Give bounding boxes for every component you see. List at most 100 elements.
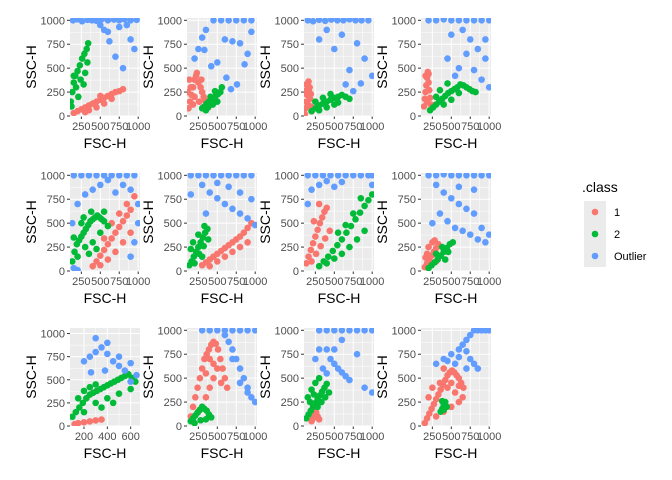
- data-point-class-outlier: [225, 18, 232, 24]
- data-point-class-outlier: [248, 393, 255, 401]
- y-tick-label: 500: [398, 218, 416, 230]
- data-point-class-2: [76, 404, 83, 411]
- data-point-class-1: [108, 235, 115, 242]
- data-point-class-outlier: [236, 39, 244, 47]
- data-point-class-outlier: [346, 66, 353, 74]
- data-point-class-2: [214, 98, 221, 105]
- data-point-class-outlier: [202, 26, 210, 34]
- y-tick-label: 1000: [275, 170, 299, 182]
- data-point-class-1: [422, 254, 429, 261]
- data-point-class-outlier: [327, 355, 334, 363]
- x-tick-label: 250: [189, 276, 207, 288]
- data-point-class-outlier: [223, 74, 230, 82]
- data-point-class-outlier: [478, 18, 485, 24]
- x-axis-label: FSC-H: [84, 445, 127, 461]
- data-point-class-outlier: [463, 348, 470, 355]
- data-point-class-2: [361, 202, 368, 210]
- data-point-class-outlier: [123, 173, 131, 179]
- data-point-class-2: [312, 98, 319, 105]
- data-point-class-outlier: [134, 200, 140, 208]
- x-axis-label: FSC-H: [201, 290, 244, 306]
- y-tick-label: 500: [281, 63, 299, 75]
- y-axis-label: SSC-H: [23, 200, 39, 244]
- y-tick-label: 1000: [158, 170, 182, 182]
- data-point-class-1: [187, 76, 193, 83]
- data-point-class-outlier: [444, 55, 451, 62]
- data-point-class-2: [346, 95, 353, 103]
- data-point-class-outlier: [240, 173, 248, 179]
- data-point-class-outlier: [482, 36, 489, 43]
- data-point-class-outlier: [229, 355, 236, 363]
- y-tick-label: 0: [176, 266, 182, 278]
- data-point-class-outlier: [112, 189, 119, 196]
- data-point-class-outlier: [440, 189, 448, 196]
- data-point-class-2: [195, 231, 202, 238]
- data-point-class-1: [119, 238, 127, 246]
- data-point-class-1: [221, 374, 229, 382]
- data-point-class-2: [77, 76, 84, 83]
- data-point-class-2: [191, 419, 198, 426]
- data-point-class-outlier: [206, 328, 214, 334]
- data-point-class-1: [206, 355, 214, 363]
- data-point-class-outlier: [474, 365, 482, 372]
- data-point-class-outlier: [236, 189, 244, 196]
- data-point-class-1: [89, 262, 97, 270]
- data-point-class-2: [432, 250, 440, 258]
- data-point-class-2: [441, 256, 449, 263]
- data-point-class-outlier: [349, 173, 357, 179]
- y-axis-label: SSC-H: [257, 200, 273, 244]
- data-point-class-outlier: [451, 360, 459, 368]
- data-point-class-outlier: [70, 219, 76, 227]
- points-layer: [304, 328, 374, 425]
- y-tick-label: 250: [164, 87, 182, 99]
- data-point-class-outlier: [104, 18, 112, 24]
- data-point-class-1: [189, 101, 197, 108]
- data-point-class-outlier: [187, 191, 195, 198]
- data-point-class-2: [440, 101, 448, 108]
- x-tick-label: 500: [442, 276, 460, 288]
- y-axis-label: SSC-H: [140, 45, 156, 89]
- data-point-class-2: [72, 83, 80, 91]
- data-point-class-outlier: [92, 334, 99, 342]
- data-point-class-outlier: [327, 18, 335, 23]
- data-point-class-outlier: [478, 76, 485, 83]
- data-point-class-outlier: [331, 45, 338, 53]
- data-point-class-outlier: [251, 398, 257, 406]
- data-point-class-outlier: [482, 55, 489, 62]
- x-tick-label: 750: [227, 121, 245, 133]
- data-point-class-outlier: [195, 173, 202, 179]
- data-point-class-outlier: [485, 231, 491, 238]
- x-tick-label: 200: [75, 431, 93, 443]
- data-point-class-1: [71, 420, 78, 426]
- data-point-class-outlier: [470, 186, 478, 193]
- x-tick-label: 500: [325, 276, 343, 288]
- class-legend: .class 1 2 Outlier: [582, 179, 647, 267]
- data-point-class-outlier: [241, 61, 248, 68]
- data-point-class-2: [80, 81, 87, 88]
- data-point-class-2: [357, 194, 365, 202]
- data-point-class-outlier: [470, 210, 478, 217]
- data-point-class-2: [308, 386, 315, 393]
- x-tick-label: 750: [344, 431, 362, 443]
- data-point-class-1: [104, 256, 112, 263]
- data-point-class-outlier: [315, 36, 323, 43]
- data-point-class-outlier: [236, 210, 244, 217]
- data-point-class-1: [119, 217, 127, 225]
- data-point-class-1: [431, 237, 438, 244]
- points-layer: [304, 18, 374, 116]
- data-point-class-1: [432, 413, 440, 420]
- x-tick-label: 250: [72, 276, 90, 288]
- data-point-class-2: [74, 394, 82, 402]
- data-point-class-1: [425, 393, 432, 401]
- data-point-class-outlier: [485, 83, 491, 91]
- data-point-class-2: [70, 258, 76, 265]
- data-point-class-outlier: [214, 328, 221, 334]
- data-point-class-2: [346, 243, 353, 251]
- data-point-class-2: [323, 260, 331, 267]
- data-point-class-outlier: [248, 28, 255, 36]
- data-point-class-outlier: [214, 59, 221, 66]
- data-point-class-outlier: [106, 38, 113, 45]
